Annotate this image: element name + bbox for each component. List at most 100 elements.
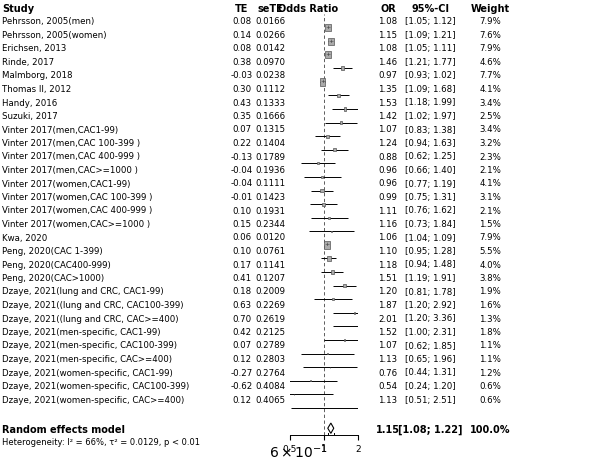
Text: -0.13: -0.13 <box>231 152 253 161</box>
Text: 1.13: 1.13 <box>379 395 398 404</box>
Bar <box>324 241 330 249</box>
Text: 0.0970: 0.0970 <box>255 58 285 67</box>
Bar <box>340 122 342 124</box>
Text: Vinter 2017(women,CAC 100-399 ): Vinter 2017(women,CAC 100-399 ) <box>2 193 152 202</box>
Text: Vinter 2017(men,CAC 100-399 ): Vinter 2017(men,CAC 100-399 ) <box>2 139 140 148</box>
Text: 0.0266: 0.0266 <box>255 31 285 40</box>
Text: 0.63: 0.63 <box>232 301 251 310</box>
Text: 0.2789: 0.2789 <box>255 342 285 350</box>
Text: [0.44; 1.31]: [0.44; 1.31] <box>404 368 455 377</box>
Text: 1.53: 1.53 <box>379 98 398 107</box>
Bar <box>310 380 311 381</box>
Text: +: + <box>325 52 331 57</box>
Text: Thomas II, 2012: Thomas II, 2012 <box>2 85 71 94</box>
Text: [0.94; 1.48]: [0.94; 1.48] <box>405 261 455 270</box>
Text: 0.6%: 0.6% <box>479 395 501 404</box>
Text: 2.3%: 2.3% <box>479 152 501 161</box>
Text: 2.01: 2.01 <box>379 315 398 324</box>
Text: 0.07: 0.07 <box>232 125 251 134</box>
Text: Weight: Weight <box>470 4 509 14</box>
Text: 0.22: 0.22 <box>232 139 251 148</box>
Text: 1.07: 1.07 <box>379 342 398 350</box>
Bar <box>341 66 344 70</box>
Text: [0.83; 1.38]: [0.83; 1.38] <box>404 125 455 134</box>
Text: 7.6%: 7.6% <box>479 31 501 40</box>
Text: 3.4%: 3.4% <box>479 125 501 134</box>
Text: 1.08: 1.08 <box>379 18 398 26</box>
Text: Handy, 2016: Handy, 2016 <box>2 98 57 107</box>
Bar <box>332 298 334 300</box>
Text: 1.87: 1.87 <box>379 301 398 310</box>
Text: 1.6%: 1.6% <box>479 301 501 310</box>
Text: 7.9%: 7.9% <box>479 234 501 243</box>
Text: 1.2%: 1.2% <box>479 368 501 377</box>
Text: 0.2125: 0.2125 <box>255 328 285 337</box>
Text: 1.06: 1.06 <box>379 234 398 243</box>
Text: 2.1%: 2.1% <box>479 166 501 175</box>
Text: +: + <box>324 242 329 247</box>
Text: 1.3%: 1.3% <box>479 315 501 324</box>
Text: 0.10: 0.10 <box>232 247 251 256</box>
Text: -0.04: -0.04 <box>231 166 253 175</box>
Text: 0.88: 0.88 <box>379 152 398 161</box>
Text: 95%-CI: 95%-CI <box>411 4 449 14</box>
Text: Vinter 2017(women,CAC 400-999 ): Vinter 2017(women,CAC 400-999 ) <box>2 207 152 216</box>
Text: 7.7%: 7.7% <box>479 71 501 80</box>
Text: [1.18; 1.99]: [1.18; 1.99] <box>405 98 455 107</box>
Bar <box>354 312 355 314</box>
Text: 0.07: 0.07 <box>232 342 251 350</box>
Text: 0.2803: 0.2803 <box>255 355 285 364</box>
Text: 1.15: 1.15 <box>376 425 400 435</box>
Text: +: + <box>320 79 325 84</box>
Text: [0.81; 1.78]: [0.81; 1.78] <box>404 288 455 297</box>
Text: 0.4084: 0.4084 <box>255 382 285 391</box>
Text: 1.08: 1.08 <box>379 44 398 53</box>
Text: Dzaye, 2021(women-specific, CAC100-399): Dzaye, 2021(women-specific, CAC100-399) <box>2 382 189 391</box>
Text: 3.8%: 3.8% <box>479 274 501 283</box>
Bar <box>334 149 336 151</box>
Text: [0.73; 1.84]: [0.73; 1.84] <box>404 220 455 229</box>
Text: 0.1315: 0.1315 <box>255 125 285 134</box>
Text: [0.93; 1.02]: [0.93; 1.02] <box>405 71 455 80</box>
Text: Peng, 2020(CAC>1000): Peng, 2020(CAC>1000) <box>2 274 104 283</box>
Text: 0.12: 0.12 <box>232 395 251 404</box>
Text: 1.35: 1.35 <box>379 85 398 94</box>
Bar <box>322 202 325 206</box>
Text: 0.1404: 0.1404 <box>255 139 285 148</box>
Text: 1.10: 1.10 <box>379 247 398 256</box>
Text: Peng, 2020(CAC 1-399): Peng, 2020(CAC 1-399) <box>2 247 103 256</box>
Text: 1.8%: 1.8% <box>479 328 501 337</box>
Text: 0.4065: 0.4065 <box>255 395 285 404</box>
Text: 0.6%: 0.6% <box>479 382 501 391</box>
Text: 0.10: 0.10 <box>232 207 251 216</box>
Bar <box>320 78 325 86</box>
Text: 3.1%: 3.1% <box>479 193 501 202</box>
Text: 0.41: 0.41 <box>232 274 251 283</box>
Text: [1.20; 3.36]: [1.20; 3.36] <box>404 315 455 324</box>
Text: 0.1666: 0.1666 <box>255 112 285 121</box>
Text: 0.1789: 0.1789 <box>255 152 285 161</box>
Text: Erichsen, 2013: Erichsen, 2013 <box>2 44 67 53</box>
Text: 0.0761: 0.0761 <box>255 247 285 256</box>
Text: 0.1111: 0.1111 <box>255 179 285 189</box>
Bar <box>327 353 328 354</box>
Text: 1.52: 1.52 <box>379 328 398 337</box>
Text: Vinter 2017(men,CAC 400-999 ): Vinter 2017(men,CAC 400-999 ) <box>2 152 140 161</box>
Text: 0.1936: 0.1936 <box>255 166 285 175</box>
Text: 0.76: 0.76 <box>379 368 398 377</box>
Bar <box>325 51 331 59</box>
Bar <box>321 176 323 178</box>
Text: [1.05; 1.11]: [1.05; 1.11] <box>404 44 455 53</box>
Text: 0.1333: 0.1333 <box>255 98 285 107</box>
Text: [0.94; 1.63]: [0.94; 1.63] <box>405 139 455 148</box>
Text: 1.18: 1.18 <box>379 261 398 270</box>
Text: Dzaye, 2021(men-specific, CAC100-399): Dzaye, 2021(men-specific, CAC100-399) <box>2 342 177 350</box>
Text: [0.76; 1.62]: [0.76; 1.62] <box>404 207 455 216</box>
Text: [1.04; 1.09]: [1.04; 1.09] <box>405 234 455 243</box>
Text: [0.51; 2.51]: [0.51; 2.51] <box>404 395 455 404</box>
Text: Dzaye, 2021((lung and CRC, CAC100-399): Dzaye, 2021((lung and CRC, CAC100-399) <box>2 301 184 310</box>
Text: 5.5%: 5.5% <box>479 247 501 256</box>
Text: [1.05; 1.12]: [1.05; 1.12] <box>404 18 455 26</box>
Text: +: + <box>328 39 334 44</box>
Text: 4.6%: 4.6% <box>479 58 501 67</box>
